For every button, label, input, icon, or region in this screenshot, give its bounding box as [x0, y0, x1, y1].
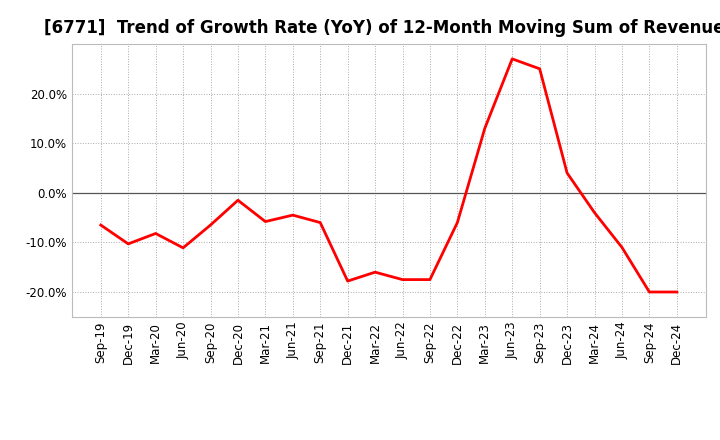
Title: [6771]  Trend of Growth Rate (YoY) of 12-Month Moving Sum of Revenues: [6771] Trend of Growth Rate (YoY) of 12-…	[44, 19, 720, 37]
